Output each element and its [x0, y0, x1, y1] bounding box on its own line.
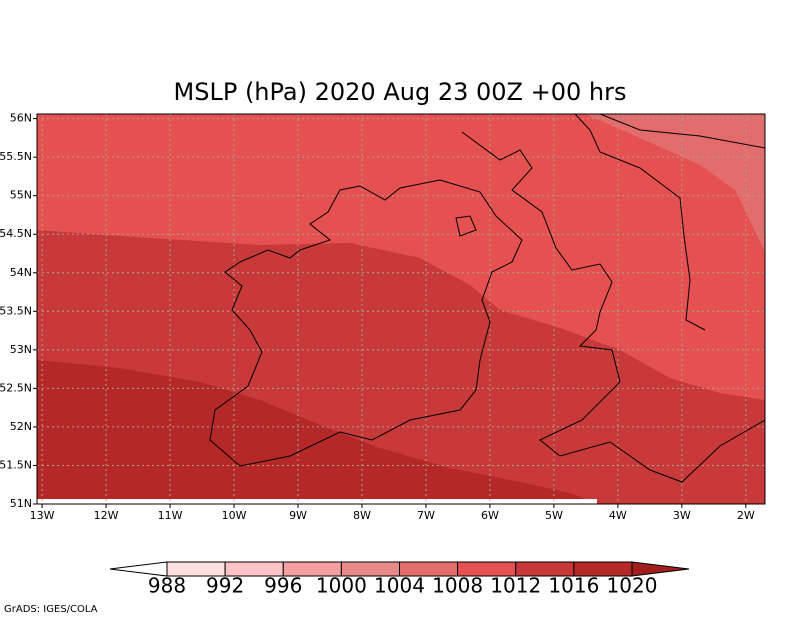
x-tick-label: 3W [673, 509, 691, 522]
y-tick-label: 54N [10, 266, 32, 279]
x-tick-label: 7W [417, 509, 435, 522]
firth-coast [599, 113, 766, 149]
colorbar-label: 1000 [316, 574, 367, 598]
colorbar-label: 1004 [374, 574, 425, 598]
x-tick-label: 9W [289, 509, 307, 522]
plot-frame [36, 113, 766, 505]
colorbar-label: 1008 [432, 574, 483, 598]
colorbar-label: 992 [206, 574, 244, 598]
x-tick-label: 6W [481, 509, 499, 522]
scotland-england-coast [574, 113, 706, 331]
y-tick-label: 53N [10, 343, 32, 356]
colorbar-label: 1016 [548, 574, 599, 598]
x-tick-label: 10W [222, 509, 247, 522]
y-tick-label: 52.5N [0, 381, 32, 394]
y-tick-label: 56N [10, 112, 32, 125]
colorbar-label: 1020 [607, 574, 658, 598]
y-tick-label: 53.5N [0, 304, 32, 317]
x-tick-label: 8W [353, 509, 371, 522]
x-tick-label: 12W [94, 509, 119, 522]
y-tick-label: 52N [10, 420, 32, 433]
x-tick-label: 4W [609, 509, 627, 522]
colorbar: 988 992 996 1000 1004 1008 1012 1016 1020 [109, 561, 690, 598]
lough-neagh [455, 215, 477, 237]
x-tick-label: 2W [737, 509, 755, 522]
coastlines [209, 113, 766, 483]
britain-west-coast [461, 131, 766, 483]
y-tick-label: 55.5N [0, 150, 32, 163]
y-tick-label: 51N [10, 497, 32, 510]
colorbar-label: 988 [148, 574, 186, 598]
y-tick-label: 54.5N [0, 227, 32, 240]
colorbar-over [631, 561, 690, 577]
y-tick-label: 55N [10, 189, 32, 202]
missing-strip [37, 499, 597, 504]
ireland [209, 179, 523, 467]
x-tick-label: 13W [30, 509, 55, 522]
chart-title: MSLP (hPa) 2020 Aug 23 00Z +00 hrs [174, 78, 627, 106]
x-tick-label: 11W [158, 509, 183, 522]
footer: GrADS: IGES/COLA [4, 604, 98, 615]
x-tick-label: 5W [545, 509, 563, 522]
colorbar-label: 996 [264, 574, 302, 598]
pressure-bands [37, 114, 765, 504]
colorbar-label: 1012 [490, 574, 541, 598]
band [585, 114, 765, 252]
y-tick-label: 51.5N [0, 458, 32, 471]
band [37, 360, 600, 504]
